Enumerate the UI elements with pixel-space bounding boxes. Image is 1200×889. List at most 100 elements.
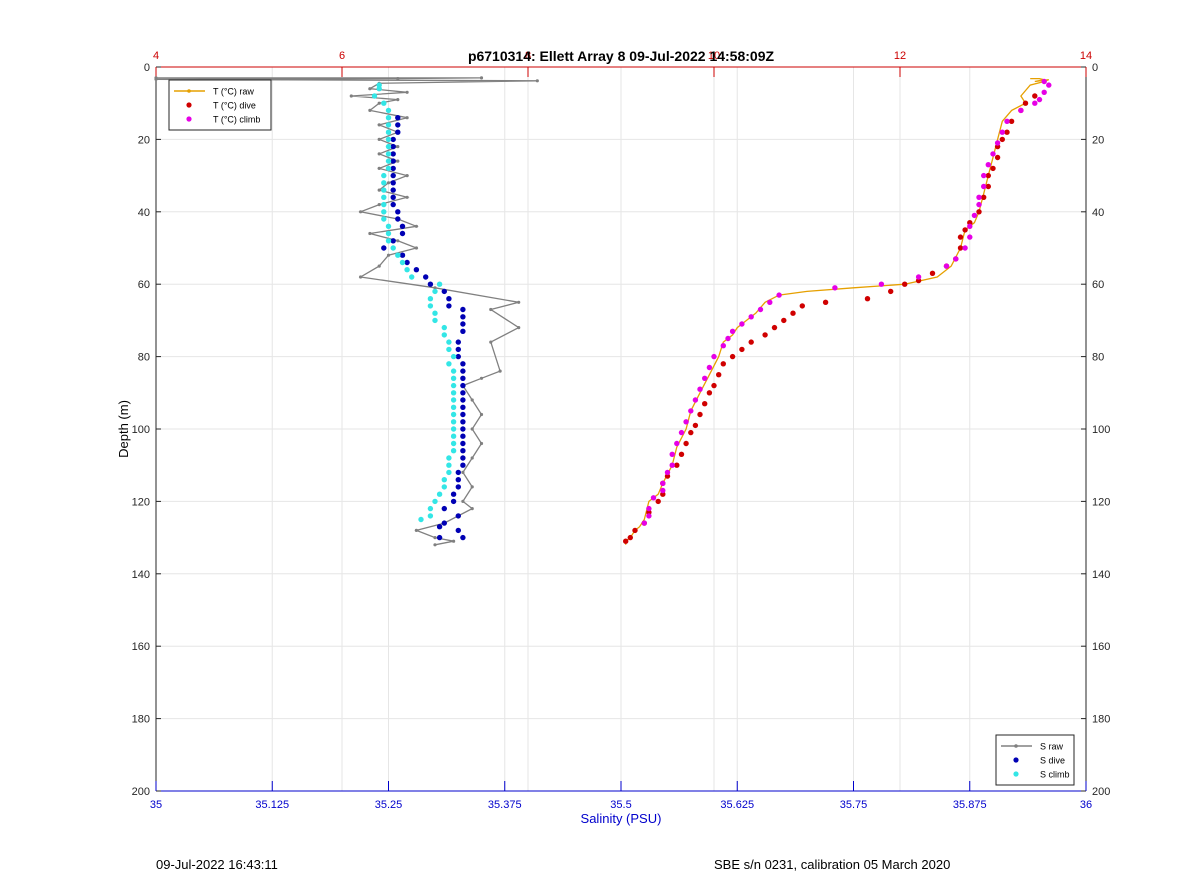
data-point [985, 183, 991, 190]
data-point [399, 223, 406, 229]
data-point [436, 534, 443, 541]
data-point [455, 477, 461, 483]
data-point [414, 246, 418, 250]
data-point [381, 100, 387, 106]
data-point [981, 183, 987, 190]
data-point [399, 252, 406, 258]
data-point [660, 487, 666, 494]
data-point [470, 507, 474, 511]
data-point [688, 429, 694, 436]
data-point [971, 212, 978, 219]
data-point [446, 469, 452, 476]
data-point [976, 194, 982, 200]
data-point [381, 194, 387, 200]
depth-tick-label-right: 160 [1092, 641, 1110, 653]
data-point [381, 216, 387, 222]
data-point [711, 353, 717, 360]
data-point [697, 411, 703, 418]
data-point [479, 441, 484, 446]
data-point [664, 469, 671, 476]
data-point [390, 201, 396, 208]
data-point [683, 419, 689, 425]
data-point [460, 375, 466, 381]
data-point [436, 491, 443, 497]
series-t-c-climb [641, 78, 1052, 526]
data-point [976, 201, 982, 208]
legend-entry: T (°C) dive [213, 101, 256, 111]
data-point [678, 451, 685, 457]
data-point [427, 281, 434, 287]
data-point [739, 346, 745, 353]
data-point [381, 201, 387, 208]
data-point [404, 259, 410, 266]
salinity-tick-label: 36 [1080, 799, 1092, 811]
temperature-tick-label: 14 [1080, 50, 1092, 62]
data-point [441, 477, 447, 483]
data-point [985, 162, 991, 168]
depth-tick-label-right: 140 [1092, 569, 1110, 581]
data-point [674, 462, 680, 468]
data-point [1041, 89, 1047, 96]
series-s-dive [381, 115, 466, 541]
data-point [414, 528, 418, 533]
legend-entry: T (°C) raw [213, 87, 254, 97]
depth-tick-label-right: 120 [1092, 496, 1110, 508]
data-point [706, 390, 713, 396]
data-point [404, 267, 410, 273]
data-point [688, 408, 694, 414]
temperature-tick-label: 4 [153, 50, 159, 62]
legend-entry: T (°C) climb [213, 115, 260, 125]
depth-tick-label-left: 60 [138, 279, 150, 291]
data-point [641, 520, 647, 526]
data-point [479, 76, 484, 80]
data-point [390, 151, 396, 157]
data-point [720, 343, 726, 349]
data-point [450, 353, 457, 360]
legend-entry: S dive [1040, 756, 1065, 766]
data-point [470, 456, 474, 460]
data-point [154, 77, 158, 81]
data-point [399, 259, 406, 266]
data-point [650, 495, 657, 501]
series-s-climb [371, 82, 457, 523]
data-point [1004, 118, 1010, 125]
data-point [517, 300, 521, 304]
data-point [436, 524, 443, 530]
data-point [450, 426, 457, 432]
data-point [450, 375, 457, 381]
data-point [390, 172, 396, 179]
data-point [349, 94, 353, 98]
data-point [953, 256, 959, 262]
data-point [999, 129, 1005, 135]
depth-tick-label-left: 200 [132, 786, 150, 798]
data-point [396, 239, 400, 243]
data-point [368, 231, 372, 236]
data-point [660, 480, 666, 486]
data-point [381, 187, 387, 193]
data-point [1022, 100, 1029, 106]
legend-marker [186, 116, 192, 122]
data-point [396, 145, 400, 149]
data-point [781, 317, 787, 324]
data-point [962, 227, 968, 233]
data-point [455, 484, 461, 490]
data-point [377, 123, 381, 127]
data-point [432, 498, 438, 505]
data-point [385, 165, 392, 172]
data-point [441, 484, 447, 490]
data-point [423, 274, 429, 280]
data-point [967, 223, 973, 229]
data-point [776, 292, 782, 298]
depth-tick-label-right: 40 [1092, 207, 1104, 219]
data-point [455, 346, 461, 353]
data-point [385, 158, 392, 164]
data-point [446, 346, 452, 353]
data-point [460, 361, 466, 367]
data-point [405, 116, 409, 120]
data-point [957, 245, 964, 251]
data-point [385, 143, 392, 150]
data-point [460, 426, 466, 432]
data-point [433, 543, 437, 547]
salinity-tick-label: 35.375 [488, 799, 522, 811]
data-point [395, 216, 401, 222]
